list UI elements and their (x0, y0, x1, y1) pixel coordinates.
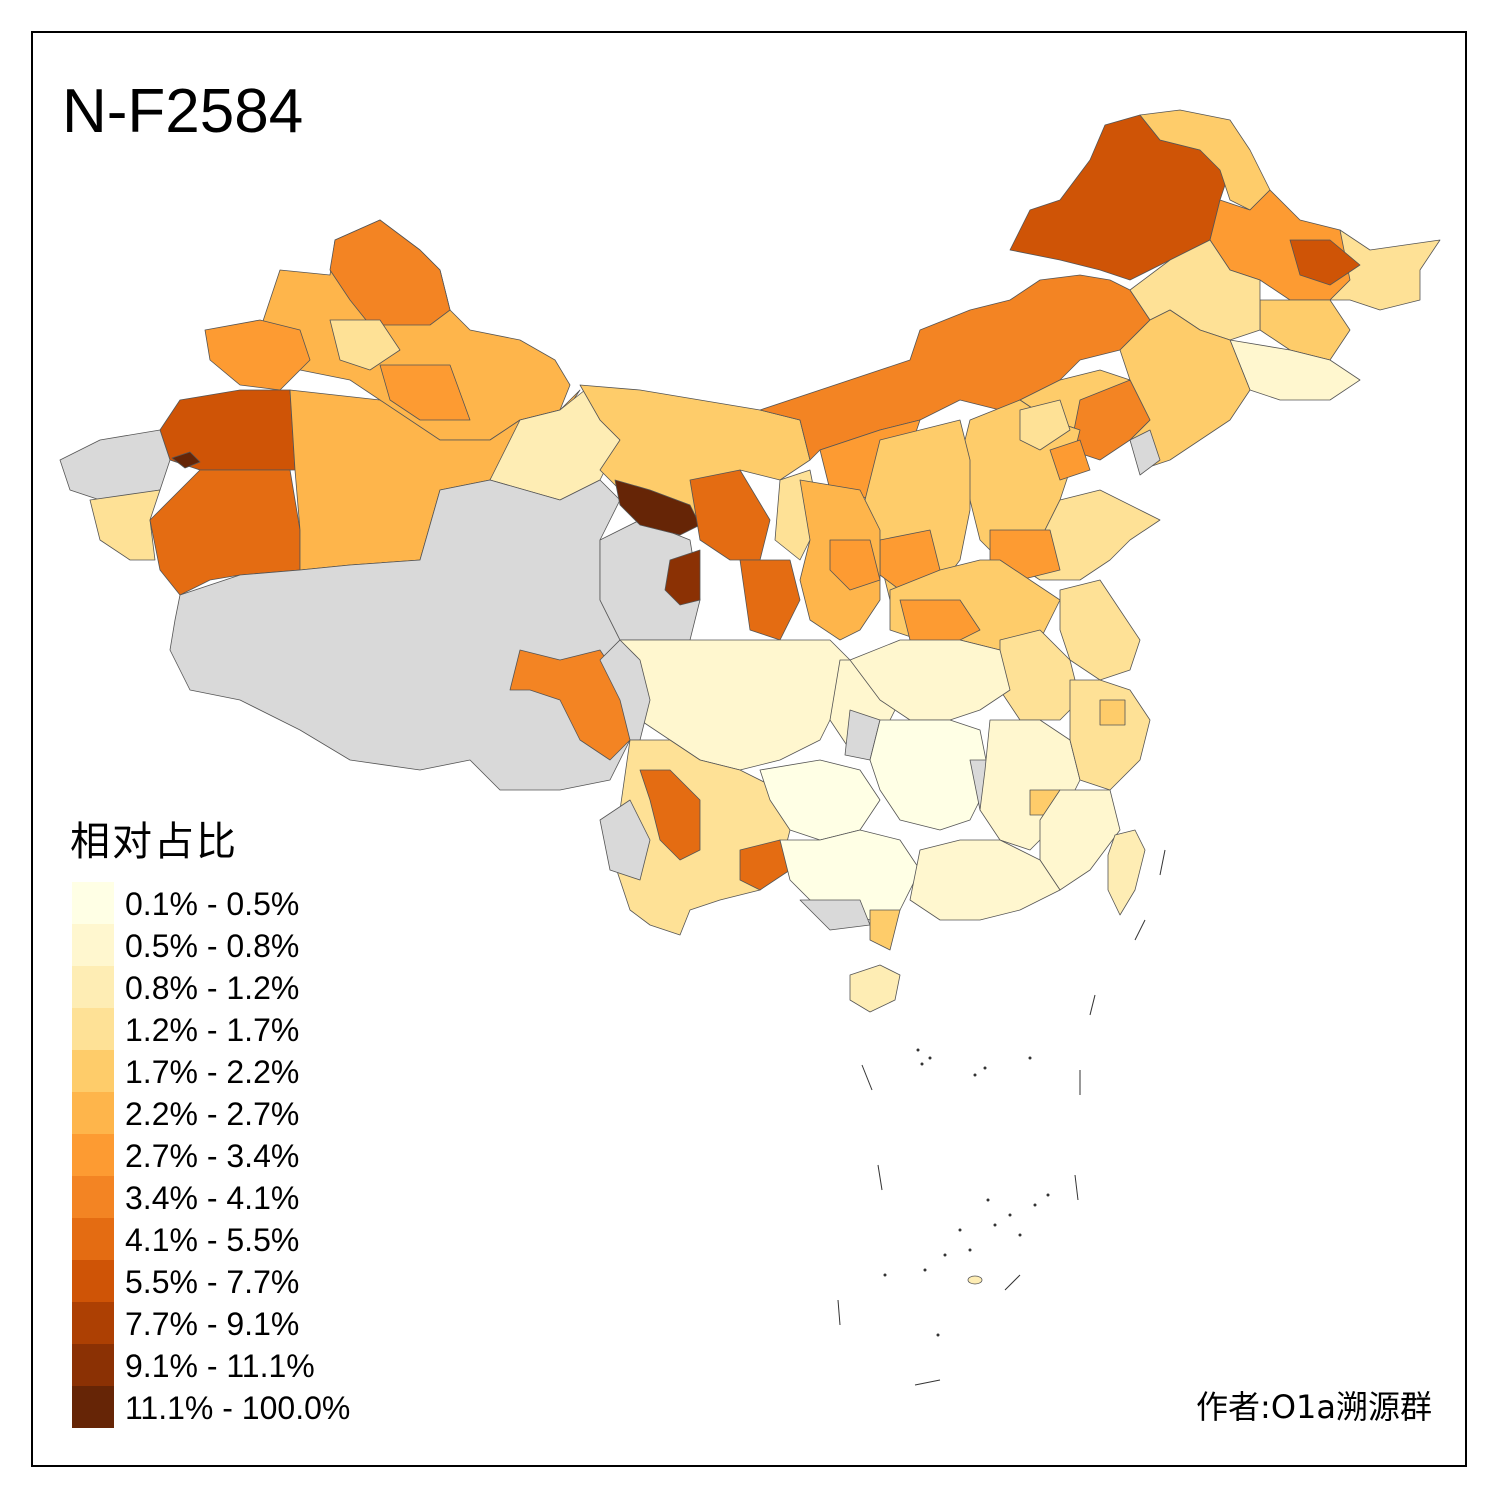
map-title: N-F2584 (62, 77, 304, 146)
region-beijing (1019, 399, 1071, 451)
legend-label: 2.2% - 2.7% (125, 1096, 300, 1132)
island-shaded (967, 1275, 983, 1285)
legend-swatch (72, 1176, 114, 1218)
legend-label: 0.8% - 1.2% (125, 970, 300, 1006)
legend-swatch (72, 1344, 114, 1386)
region-guangxi-grey (799, 899, 871, 931)
legend-label: 2.7% - 3.4% (125, 1138, 300, 1174)
region-jiangsu (1059, 579, 1141, 681)
region-yarkand (89, 489, 161, 561)
region-kashgar-dark (171, 451, 201, 469)
region-sichuan (619, 639, 851, 771)
legend-swatch (72, 1260, 114, 1302)
legend-swatch (72, 1008, 114, 1050)
region-fujian (1039, 789, 1121, 891)
region-zhejiang-spot (1099, 699, 1126, 726)
region-gansu-dark (614, 479, 701, 536)
legend-swatch (72, 1092, 114, 1134)
legend-swatch (72, 924, 114, 966)
region-yunnan-west (599, 799, 651, 881)
region-taiwan (1107, 829, 1146, 916)
legend-label: 1.2% - 1.7% (125, 1012, 300, 1048)
region-hainan (849, 964, 901, 1013)
legend-swatch (72, 1218, 114, 1260)
legend-swatch (72, 1302, 114, 1344)
region-guangdong (909, 839, 1061, 921)
author-credit: 作者:O1a溯源群 (1196, 1388, 1432, 1426)
legend-swatch (72, 1134, 114, 1176)
region-gansu-south (664, 549, 701, 606)
region-ili (204, 319, 311, 391)
legend-title: 相对占比 (70, 819, 238, 865)
region-hunan (869, 719, 991, 831)
legend-label: 11.1% - 100.0% (125, 1390, 351, 1426)
region-shaanxi-mid (829, 539, 881, 591)
region-yunnan-dark (639, 769, 701, 861)
map-frame (31, 31, 1467, 1467)
region-tibet-east (509, 649, 631, 761)
region-karamay (329, 319, 401, 371)
region-shaanxi-west (739, 559, 801, 641)
region-hubei (849, 639, 1011, 721)
legend-label: 0.5% - 0.8% (125, 928, 300, 964)
region-sichuan-grey (599, 639, 651, 741)
region-urumqi (379, 364, 471, 421)
region-harbin (1289, 239, 1361, 286)
region-tianjin (1049, 439, 1091, 481)
legend-label: 0.1% - 0.5% (125, 886, 300, 922)
region-gansu-mid (689, 469, 771, 561)
region-zhejiang (1069, 679, 1151, 791)
legend-label: 3.4% - 4.1% (125, 1180, 300, 1216)
region-jilin-east (1229, 339, 1361, 401)
region-heilongjiang-east (1329, 229, 1441, 311)
region-dalian (1129, 429, 1161, 476)
legend-label: 7.7% - 9.1% (125, 1306, 300, 1342)
legend-swatch (72, 1386, 114, 1428)
legend-label: 4.1% - 5.5% (125, 1222, 300, 1258)
legend-swatch (72, 966, 114, 1008)
legend-label: 1.7% - 2.2% (125, 1054, 300, 1090)
region-yunnan-south (739, 839, 791, 891)
island-dots (883, 1048, 1050, 1337)
legend-label: 5.5% - 7.7% (125, 1264, 300, 1300)
legend-label: 9.1% - 11.1% (125, 1348, 315, 1384)
region-guangdong-west (869, 909, 901, 951)
region-altay (329, 219, 451, 326)
region-kizilsu (59, 429, 171, 501)
legend-swatch (72, 1050, 114, 1092)
legend-swatch (72, 882, 114, 924)
south-sea-islands (837, 849, 1166, 1386)
